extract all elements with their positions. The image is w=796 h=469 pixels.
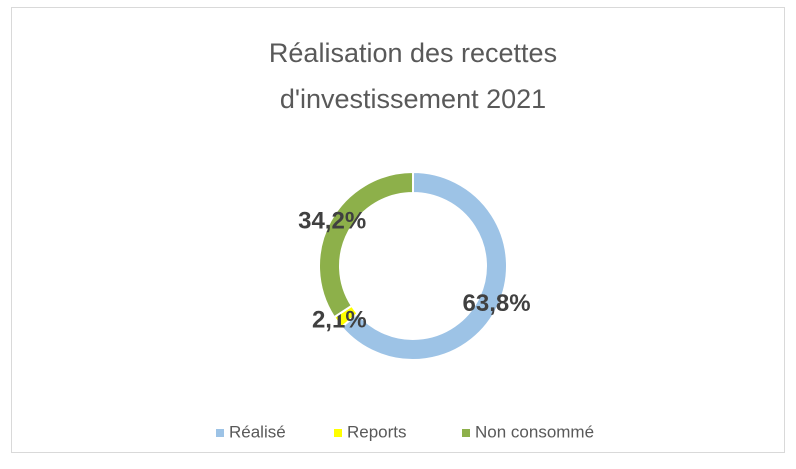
- legend-label: Non consommé: [475, 422, 594, 441]
- legend-label: Réalisé: [229, 422, 286, 441]
- data-label: 34,2%: [298, 207, 366, 234]
- data-label: 63,8%: [463, 290, 531, 317]
- chart-border: [11, 7, 785, 453]
- legend-marker: [334, 429, 342, 437]
- legend-marker: [216, 429, 224, 437]
- legend-label: Reports: [347, 422, 407, 441]
- donut-segment: [318, 170, 414, 319]
- chart-title: Réalisation des recettes: [269, 38, 557, 68]
- donut-segment: [340, 170, 508, 361]
- legend-marker: [462, 429, 470, 437]
- chart-title: d'investissement 2021: [280, 84, 546, 114]
